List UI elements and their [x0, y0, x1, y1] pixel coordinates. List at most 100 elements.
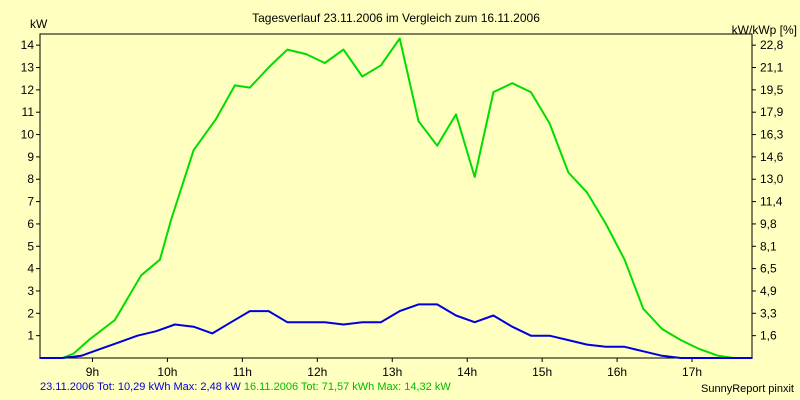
y-axis-label-left: kW — [30, 17, 48, 31]
data-point — [87, 339, 90, 341]
data-point — [174, 323, 176, 326]
y-tick-label-right: 9,8 — [760, 217, 777, 231]
data-point — [159, 258, 161, 261]
data-point — [305, 53, 307, 55]
data-point — [605, 346, 607, 348]
data-point — [286, 321, 289, 324]
data-point — [324, 62, 326, 64]
data-point — [567, 171, 570, 174]
x-tick-label: 16h — [607, 365, 627, 379]
y-tick-label-right: 13,0 — [760, 172, 784, 186]
data-point — [61, 357, 64, 359]
chart-title: Tagesverlauf 23.11.2006 im Vergleich zum… — [252, 11, 540, 25]
y-tick-label-left: 14 — [21, 38, 35, 52]
data-point — [361, 321, 364, 324]
y-tick-label-left: 13 — [21, 61, 35, 75]
y-tick-label-left: 1 — [27, 329, 34, 343]
data-point — [605, 223, 607, 225]
y-tick-label-left: 9 — [27, 150, 34, 164]
footer-series-a: 23.11.2006 Tot: 10,29 kWh Max: 2,48 kW — [40, 381, 241, 393]
x-tick-label: 17h — [682, 365, 702, 379]
y-tick-label-right: 1,6 — [760, 329, 777, 343]
data-point — [99, 348, 101, 350]
x-tick-label: 12h — [307, 365, 327, 379]
data-point — [417, 303, 420, 306]
x-tick-label: 14h — [457, 365, 477, 379]
y-tick-label-right: 21,1 — [760, 61, 784, 75]
y-tick-label-left: 6 — [27, 217, 34, 231]
data-point — [215, 118, 217, 120]
footer-series-b: 16.11.2006 Tot: 71,57 kWh Max: 14,32 kW — [243, 381, 451, 393]
data-point — [642, 350, 645, 353]
data-point — [567, 339, 570, 341]
y-tick-label-left: 4 — [27, 262, 34, 276]
data-point — [680, 339, 682, 341]
data-point — [623, 346, 626, 348]
data-point — [324, 321, 326, 324]
data-point — [342, 48, 345, 51]
data-point — [380, 64, 382, 67]
data-point — [170, 218, 172, 221]
y-tick-label-right: 11,4 — [760, 195, 783, 209]
y-axis-label-right: kW/kWp [%] — [732, 23, 797, 37]
data-point — [286, 48, 289, 51]
data-point — [473, 321, 476, 324]
data-point — [267, 66, 270, 69]
y-tick-label-right: 17,9 — [760, 105, 784, 119]
data-point — [114, 319, 116, 321]
y-tick-label-right: 22,8 — [760, 38, 784, 52]
y-tick-label-left: 8 — [27, 172, 34, 186]
data-point — [230, 321, 232, 324]
data-point — [586, 343, 588, 346]
data-point — [155, 330, 157, 332]
data-point — [511, 325, 513, 328]
data-point — [732, 357, 735, 359]
data-point — [586, 191, 588, 194]
data-point — [72, 352, 75, 355]
data-point — [492, 91, 495, 93]
data-point — [455, 314, 457, 317]
data-point — [661, 354, 663, 357]
y-tick-label-left: 12 — [21, 83, 35, 97]
data-point — [680, 357, 682, 359]
data-point — [473, 176, 476, 178]
data-point — [117, 341, 120, 344]
data-point — [548, 122, 551, 125]
data-point — [698, 348, 701, 350]
data-point — [698, 357, 701, 359]
x-tick-label: 11h — [233, 365, 252, 379]
data-point — [305, 321, 307, 324]
data-point — [623, 258, 626, 261]
data-point — [455, 113, 457, 116]
data-point — [492, 314, 495, 317]
data-point — [511, 82, 513, 84]
y-tick-label-right: 3,3 — [760, 306, 777, 320]
y-tick-label-left: 11 — [22, 105, 35, 119]
data-point — [548, 334, 551, 337]
y-tick-label-right: 6,5 — [760, 262, 777, 276]
data-point — [361, 75, 364, 78]
data-point — [530, 334, 532, 337]
data-point — [39, 357, 41, 359]
data-point — [234, 84, 236, 87]
y-tick-label-right: 4,9 — [760, 284, 777, 298]
data-point — [249, 310, 251, 312]
data-point — [192, 325, 195, 328]
credit-text: SunnyReport pinxit — [701, 383, 794, 395]
data-point — [398, 310, 401, 312]
x-tick-label: 10h — [157, 365, 177, 379]
data-point — [661, 328, 663, 330]
y-tick-label-left: 3 — [27, 284, 34, 298]
data-point — [192, 149, 195, 151]
data-point — [80, 354, 83, 357]
x-tick-label: 9h — [86, 365, 99, 379]
data-point — [642, 308, 645, 310]
daily-power-chart: 1 1,6 2 3,3 3 4,9 4 6,5 5 8,1 6 9,8 7 11,4 8 13,0 9 14,6 1… — [21, 11, 797, 379]
x-tick-label: 15h — [532, 365, 552, 379]
data-point — [417, 120, 420, 122]
x-tick-label: 13h — [382, 365, 402, 379]
data-point — [530, 91, 532, 93]
data-point — [436, 303, 439, 306]
data-point — [398, 37, 401, 40]
